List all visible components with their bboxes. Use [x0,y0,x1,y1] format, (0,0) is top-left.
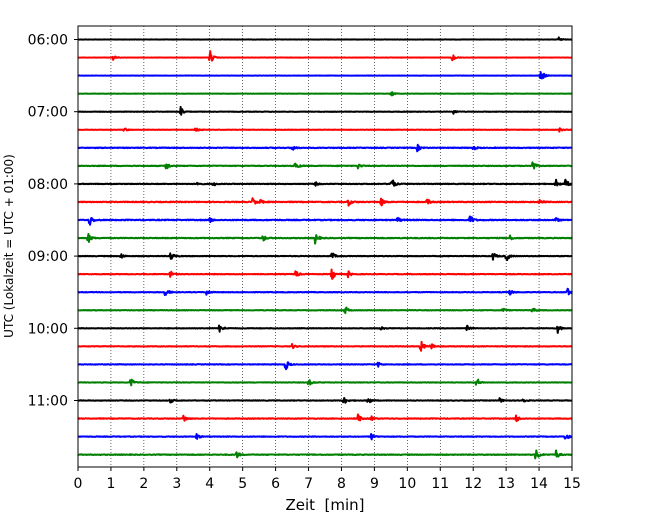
trace-0845 [77,233,573,245]
trace-0600 [77,36,573,42]
plot-frame [77,25,573,468]
x-tick-label-15: 15 [563,476,581,492]
trace-group [77,36,573,460]
x-tick-label-1: 1 [106,476,115,492]
trace-0645 [77,91,573,97]
x-axis-label: Zeit [min] [285,496,364,514]
x-tick-label-7: 7 [304,476,313,492]
y-tick-label-4: 10:00 [28,321,68,337]
trace-0915 [77,268,573,280]
x-tick-label-6: 6 [271,476,280,492]
x-tick-label-2: 2 [139,476,148,492]
trace-0700 [77,105,573,116]
trace-1115 [77,413,573,423]
trace-0730 [77,143,573,153]
y-axis-ticks: 06:00 07:00 08:00 09:00 10:00 11:00 [28,33,78,410]
trace-0745 [77,161,573,170]
trace-0715 [77,127,573,133]
y-tick-label-5: 11:00 [28,394,68,410]
trace-0815 [77,197,573,207]
trace-1130 [77,432,573,441]
trace-0800 [77,178,573,187]
trace-1030 [77,361,573,371]
x-tick-label-9: 9 [370,476,379,492]
trace-1145 [77,449,573,460]
x-tick-label-14: 14 [530,476,548,492]
y-tick-label-1: 07:00 [28,105,68,121]
x-tick-label-12: 12 [464,476,482,492]
x-tick-label-8: 8 [337,476,346,492]
trace-1015 [77,340,573,352]
trace-0900 [77,252,573,262]
trace-0630 [77,71,573,80]
trace-1100 [77,396,573,404]
trace-0830 [77,215,573,226]
trace-0945 [77,306,573,315]
trace-0615 [77,50,573,62]
y-tick-label-2: 08:00 [28,177,68,193]
x-tick-label-4: 4 [205,476,214,492]
x-tick-label-0: 0 [74,476,83,492]
trace-0930 [77,287,573,296]
y-tick-label-0: 06:00 [28,33,68,49]
x-tick-label-3: 3 [172,476,181,492]
y-axis-label: UTC (Lokalzeit = UTC + 01:00) [2,154,16,338]
x-tick-label-13: 13 [497,476,515,492]
x-tick-label-10: 10 [398,476,416,492]
y-tick-label-3: 09:00 [28,249,68,265]
trace-1000 [77,324,573,334]
x-tick-label-5: 5 [238,476,247,492]
x-axis-ticks: 0 1 2 3 4 5 6 7 8 9 10 11 12 13 14 15 [74,467,581,492]
x-tick-label-11: 11 [431,476,449,492]
trace-1045 [77,378,573,387]
